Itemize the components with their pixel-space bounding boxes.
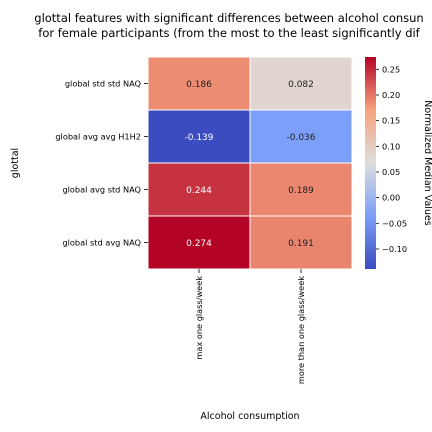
colorbar-tick-label-4: 0.10 [382,141,400,151]
x-tick-label-0: max one glass/week [194,276,204,360]
chart-title-line-1: glottal features with significant differ… [34,11,423,25]
colorbar-tick-label-1: −0.05 [382,218,407,228]
colorbar-tick-label-7: 0.25 [382,64,400,74]
colorbar [365,57,376,269]
colorbar-ticks: −0.10 −0.05 0.00 0.05 0.10 0.15 0.20 0.25 [376,64,407,254]
heatmap-cell-label-r3-c0: 0.274 [186,239,212,249]
heatmap-cell-r2-c1 [249,162,353,217]
colorbar-tick-label-0: −0.10 [382,244,407,254]
colorbar-tick-label-3: 0.05 [382,167,400,177]
colorbar-tick-label-2: 0.00 [382,193,400,203]
heatmap-cell-r1-c1 [249,109,353,164]
heatmap-cell-label-r1-c1: -0.036 [286,133,315,143]
heatmap-cell-r3-c1 [249,215,353,270]
heatmap-cells: 0.186 0.082 -0.139 -0.036 0.244 0.189 0.274 0.1… [147,56,353,270]
heatmap-cell-label-r0-c1: 0.082 [288,80,314,90]
heatmap-cell-label-r3-c1: 0.191 [288,239,314,249]
heatmap-cell-r0-c0 [147,56,251,111]
y-axis-label: glottal [10,148,21,178]
chart-title-line-2: for female participants (from the most t… [38,26,420,40]
heatmap-cell-label-r1-c0: -0.139 [184,133,213,143]
heatmap-cell-label-r0-c0: 0.186 [186,80,212,90]
heatmap-cell-label-r2-c1: 0.189 [288,186,314,196]
heatmap-cell-r1-c0 [147,109,251,164]
heatmap-cell-r0-c1 [249,56,353,111]
y-tick-label-3: global std avg NAQ [62,238,141,248]
colorbar-tick-label-5: 0.15 [382,116,400,126]
colorbar-tick-label-6: 0.20 [382,90,400,100]
x-axis-ticks: max one glass/week more than one glass/we… [194,269,306,384]
x-axis-label: Alcohol consumption [200,411,299,422]
x-tick-label-1: more than one glass/week [296,276,306,384]
y-axis-ticks: global std std NAQ global avg avg H1H2 glo… [55,79,148,248]
y-tick-label-1: global avg avg H1H2 [55,132,141,142]
y-tick-label-2: global avg std NAQ [62,185,141,195]
y-tick-label-0: global std std NAQ [65,79,141,89]
heatmap-cell-label-r2-c0: 0.244 [186,186,212,196]
colorbar-label: Normalized Median Values [422,100,432,226]
